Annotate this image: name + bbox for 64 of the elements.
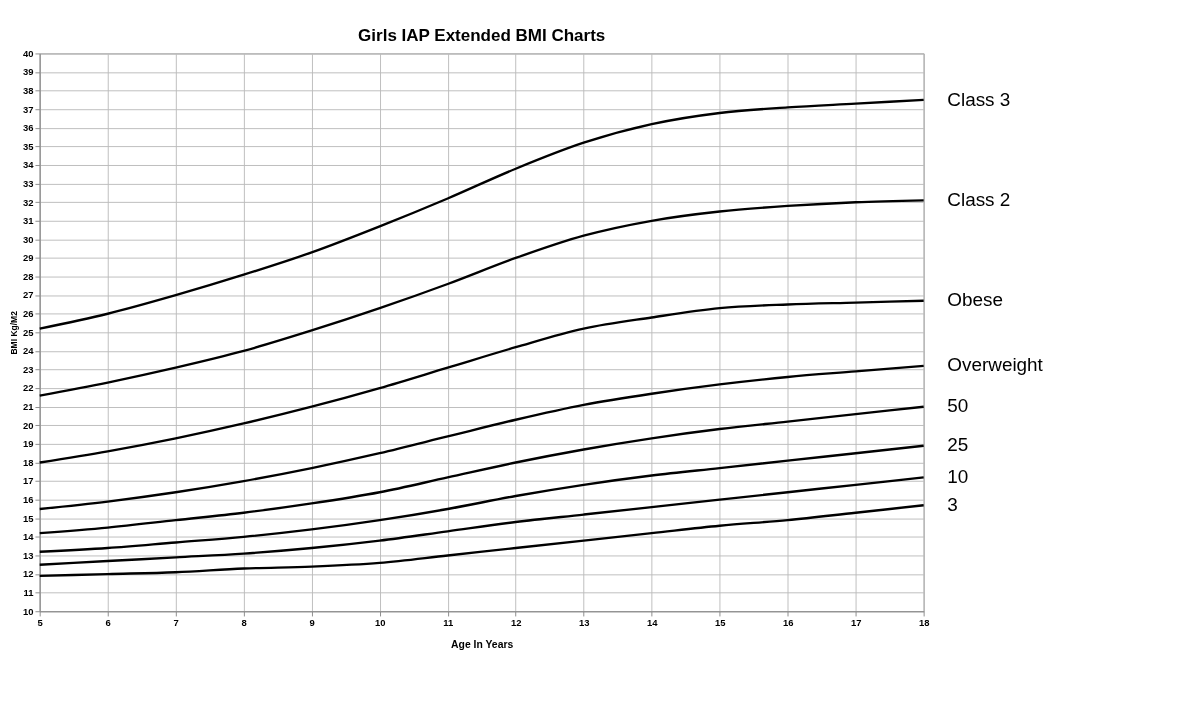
y-tick-label: 30: [23, 233, 34, 245]
series-label: 50: [947, 395, 969, 417]
line-series: [38, 199, 925, 397]
y-tick-label: 33: [23, 177, 34, 189]
x-tick-label: 14: [646, 616, 659, 628]
line-series: [38, 98, 925, 330]
x-tick-label: 10: [374, 616, 386, 628]
x-tick-label: 11: [443, 616, 454, 628]
y-tick-label: 39: [23, 66, 34, 78]
y-tick-label: 26: [23, 308, 34, 320]
x-tick-label: 18: [918, 616, 930, 628]
series-label: 3: [947, 493, 958, 515]
y-tick-label: 38: [23, 84, 34, 96]
y-tick-label: 11: [23, 586, 34, 598]
x-tick-label: 8: [241, 616, 247, 628]
x-tick-label: 9: [309, 616, 315, 628]
x-tick-label: 13: [578, 616, 590, 628]
series-label: Obese: [947, 289, 1003, 311]
y-tick-label: 36: [23, 122, 34, 134]
line-series: [38, 405, 925, 535]
y-tick-label: 23: [23, 363, 34, 375]
y-tick-label: 29: [23, 252, 34, 264]
x-tick-label: 7: [173, 616, 179, 628]
x-tick-label: 17: [850, 616, 862, 628]
y-tick-label: 19: [23, 438, 34, 450]
series-label: Class 2: [947, 189, 1011, 211]
line-series: [38, 299, 925, 464]
line-series: [38, 364, 925, 511]
y-tick-label: 24: [23, 345, 35, 357]
y-tick-label: 15: [23, 512, 34, 524]
y-tick-label: 25: [23, 326, 34, 338]
y-tick-label: 28: [23, 270, 34, 282]
y-tick-label: 32: [23, 196, 34, 208]
x-tick-label: 5: [37, 616, 43, 628]
y-tick-label: 40: [23, 47, 34, 59]
y-tick-label: 35: [23, 140, 34, 152]
line-series: [38, 476, 925, 566]
y-tick-label: 37: [23, 103, 34, 115]
series-label: 10: [947, 466, 969, 488]
series-label: 25: [947, 434, 969, 456]
y-tick-label: 20: [23, 419, 34, 431]
y-tick-label: 27: [23, 289, 34, 301]
y-tick-label: 21: [23, 401, 34, 413]
x-tick-label: 12: [510, 616, 522, 628]
y-tick-label: 13: [23, 549, 34, 561]
y-tick-label: 31: [23, 215, 34, 227]
series-label: Class 3: [947, 88, 1011, 110]
y-tick-label: 14: [23, 531, 35, 543]
series-label: Overweight: [947, 354, 1044, 376]
x-tick-label: 16: [782, 616, 794, 628]
y-tick-label: 34: [23, 159, 35, 171]
y-tick-label: 12: [23, 568, 34, 580]
y-tick-label: 17: [23, 475, 34, 487]
x-axis-title: Age In Years: [451, 638, 514, 650]
y-tick-label: 16: [23, 494, 34, 505]
y-tick-label: 22: [23, 382, 34, 394]
y-axis-title: BMI Kg/M2: [9, 310, 20, 355]
y-tick-label: 10: [23, 605, 34, 617]
chart-title: Girls IAP Extended BMI Charts: [358, 26, 606, 46]
line-series: [38, 504, 925, 578]
x-tick-label: 15: [714, 616, 726, 628]
y-tick-label: 18: [23, 456, 34, 468]
line-series: [38, 444, 925, 553]
x-tick-label: 6: [105, 616, 111, 628]
